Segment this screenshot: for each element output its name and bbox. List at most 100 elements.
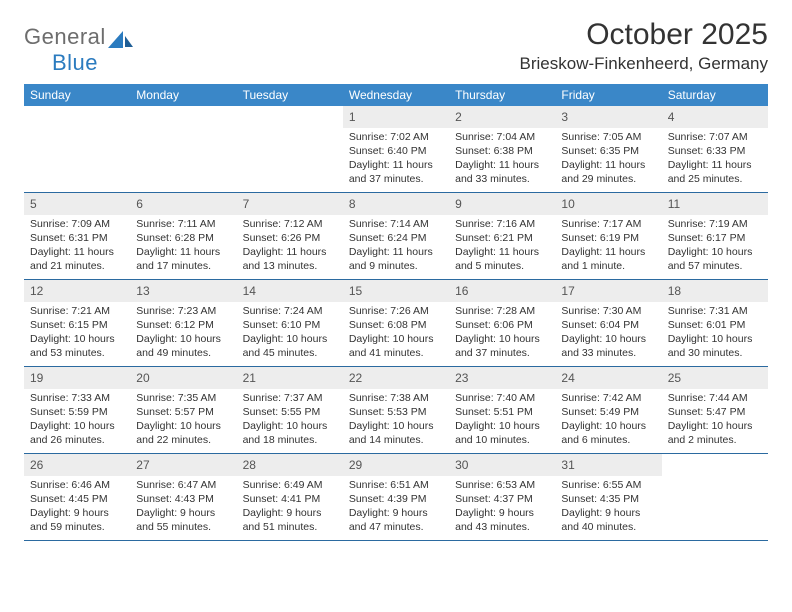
day-number: 30	[455, 458, 468, 472]
day-number: 14	[243, 284, 256, 298]
sunrise-text: Sunrise: 7:21 AM	[30, 305, 124, 319]
day-number: 15	[349, 284, 362, 298]
day-body: Sunrise: 7:19 AMSunset: 6:17 PMDaylight:…	[662, 215, 768, 277]
day-number-row: 27	[130, 454, 236, 476]
calendar-day: 12Sunrise: 7:21 AMSunset: 6:15 PMDayligh…	[24, 280, 130, 366]
day-number: 6	[136, 197, 143, 211]
day-body: Sunrise: 6:53 AMSunset: 4:37 PMDaylight:…	[449, 476, 555, 538]
sunset-text: Sunset: 6:21 PM	[455, 232, 549, 246]
sunset-text: Sunset: 6:01 PM	[668, 319, 762, 333]
day-body: Sunrise: 7:30 AMSunset: 6:04 PMDaylight:…	[555, 302, 661, 364]
day-number: 24	[561, 371, 574, 385]
sunset-text: Sunset: 5:51 PM	[455, 406, 549, 420]
daylight-text: Daylight: 10 hours and 57 minutes.	[668, 246, 762, 274]
sunset-text: Sunset: 6:08 PM	[349, 319, 443, 333]
sunrise-text: Sunrise: 7:11 AM	[136, 218, 230, 232]
calendar-day: 9Sunrise: 7:16 AMSunset: 6:21 PMDaylight…	[449, 193, 555, 279]
daylight-text: Daylight: 9 hours and 47 minutes.	[349, 507, 443, 535]
daylight-text: Daylight: 10 hours and 30 minutes.	[668, 333, 762, 361]
daylight-text: Daylight: 10 hours and 45 minutes.	[243, 333, 337, 361]
day-number: 3	[561, 110, 568, 124]
calendar-day: 24Sunrise: 7:42 AMSunset: 5:49 PMDayligh…	[555, 367, 661, 453]
day-body: Sunrise: 7:26 AMSunset: 6:08 PMDaylight:…	[343, 302, 449, 364]
sunrise-text: Sunrise: 7:40 AM	[455, 392, 549, 406]
day-number: 17	[561, 284, 574, 298]
day-body	[662, 458, 768, 465]
day-number: 26	[30, 458, 43, 472]
day-body: Sunrise: 7:14 AMSunset: 6:24 PMDaylight:…	[343, 215, 449, 277]
sunset-text: Sunset: 6:17 PM	[668, 232, 762, 246]
sunset-text: Sunset: 5:53 PM	[349, 406, 443, 420]
sunrise-text: Sunrise: 7:24 AM	[243, 305, 337, 319]
day-body: Sunrise: 7:02 AMSunset: 6:40 PMDaylight:…	[343, 128, 449, 190]
sunset-text: Sunset: 6:33 PM	[668, 145, 762, 159]
day-body: Sunrise: 6:46 AMSunset: 4:45 PMDaylight:…	[24, 476, 130, 538]
calendar-day-empty	[24, 106, 130, 192]
sunset-text: Sunset: 6:06 PM	[455, 319, 549, 333]
day-number-row: 21	[237, 367, 343, 389]
day-number: 19	[30, 371, 43, 385]
day-number-row: 24	[555, 367, 661, 389]
day-number-row: 31	[555, 454, 661, 476]
day-number: 5	[30, 197, 37, 211]
day-number-row: 9	[449, 193, 555, 215]
calendar-week: 1Sunrise: 7:02 AMSunset: 6:40 PMDaylight…	[24, 106, 768, 193]
calendar-day: 14 Sunrise: 7:24 AMSunset: 6:10 PMDayligh…	[237, 280, 343, 366]
day-body: Sunrise: 7:04 AMSunset: 6:38 PMDaylight:…	[449, 128, 555, 190]
day-body: Sunrise: 7:16 AMSunset: 6:21 PMDaylight:…	[449, 215, 555, 277]
calendar-day: 22Sunrise: 7:38 AMSunset: 5:53 PMDayligh…	[343, 367, 449, 453]
page-header: General Blue October 2025 Brieskow-Finke…	[24, 18, 768, 76]
sunset-text: Sunset: 6:04 PM	[561, 319, 655, 333]
calendar-day: 15 Sunrise: 7:26 AMSunset: 6:08 PMDayligh…	[343, 280, 449, 366]
daylight-text: Daylight: 9 hours and 43 minutes.	[455, 507, 549, 535]
day-number-row: 25	[662, 367, 768, 389]
calendar-day: 16Sunrise: 7:28 AMSunset: 6:06 PMDayligh…	[449, 280, 555, 366]
day-body: Sunrise: 6:55 AMSunset: 4:35 PMDaylight:…	[555, 476, 661, 538]
sunset-text: Sunset: 6:38 PM	[455, 145, 549, 159]
sunrise-text: Sunrise: 6:47 AM	[136, 479, 230, 493]
calendar-week: 12Sunrise: 7:21 AMSunset: 6:15 PMDayligh…	[24, 280, 768, 367]
calendar-day: 25Sunrise: 7:44 AMSunset: 5:47 PMDayligh…	[662, 367, 768, 453]
day-number-row: 17	[555, 280, 661, 302]
day-body: Sunrise: 7:23 AMSunset: 6:12 PMDaylight:…	[130, 302, 236, 364]
day-body: Sunrise: 7:24 AMSunset: 6:10 PMDaylight:…	[237, 302, 343, 364]
daylight-text: Daylight: 10 hours and 53 minutes.	[30, 333, 124, 361]
day-number: 27	[136, 458, 149, 472]
calendar-day: 21Sunrise: 7:37 AMSunset: 5:55 PMDayligh…	[237, 367, 343, 453]
sunrise-text: Sunrise: 6:51 AM	[349, 479, 443, 493]
sunset-text: Sunset: 6:35 PM	[561, 145, 655, 159]
calendar-day: 4Sunrise: 7:07 AMSunset: 6:33 PMDaylight…	[662, 106, 768, 192]
logo: General Blue	[24, 24, 134, 76]
logo-text: General Blue	[24, 24, 134, 76]
day-number-row: 3	[555, 106, 661, 128]
day-number-row: 4	[662, 106, 768, 128]
daylight-text: Daylight: 10 hours and 18 minutes.	[243, 420, 337, 448]
daylight-text: Daylight: 11 hours and 9 minutes.	[349, 246, 443, 274]
day-number: 7	[243, 197, 250, 211]
day-number: 28	[243, 458, 256, 472]
daylight-text: Daylight: 9 hours and 40 minutes.	[561, 507, 655, 535]
sunset-text: Sunset: 6:19 PM	[561, 232, 655, 246]
daylight-text: Daylight: 9 hours and 59 minutes.	[30, 507, 124, 535]
title-block: October 2025 Brieskow-Finkenheerd, Germa…	[520, 18, 768, 74]
sunset-text: Sunset: 4:39 PM	[349, 493, 443, 507]
day-number-row: 6	[130, 193, 236, 215]
day-number-row: 15	[343, 280, 449, 302]
calendar-week: 26 Sunrise: 6:46 AMSunset: 4:45 PMDayligh…	[24, 454, 768, 541]
day-body: Sunrise: 7:05 AMSunset: 6:35 PMDaylight:…	[555, 128, 661, 190]
sunrise-text: Sunrise: 7:04 AM	[455, 131, 549, 145]
day-number-row: 5	[24, 193, 130, 215]
sunrise-text: Sunrise: 7:26 AM	[349, 305, 443, 319]
sunrise-text: Sunrise: 6:53 AM	[455, 479, 549, 493]
day-number: 13	[136, 284, 149, 298]
calendar-week: 5Sunrise: 7:09 AMSunset: 6:31 PMDaylight…	[24, 193, 768, 280]
daylight-text: Daylight: 10 hours and 33 minutes.	[561, 333, 655, 361]
dow-friday: Friday	[555, 84, 661, 106]
day-number: 22	[349, 371, 362, 385]
day-number: 21	[243, 371, 256, 385]
daylight-text: Daylight: 11 hours and 5 minutes.	[455, 246, 549, 274]
sunset-text: Sunset: 6:26 PM	[243, 232, 337, 246]
calendar-day: 18Sunrise: 7:31 AMSunset: 6:01 PMDayligh…	[662, 280, 768, 366]
day-number-row: 16	[449, 280, 555, 302]
daylight-text: Daylight: 10 hours and 22 minutes.	[136, 420, 230, 448]
